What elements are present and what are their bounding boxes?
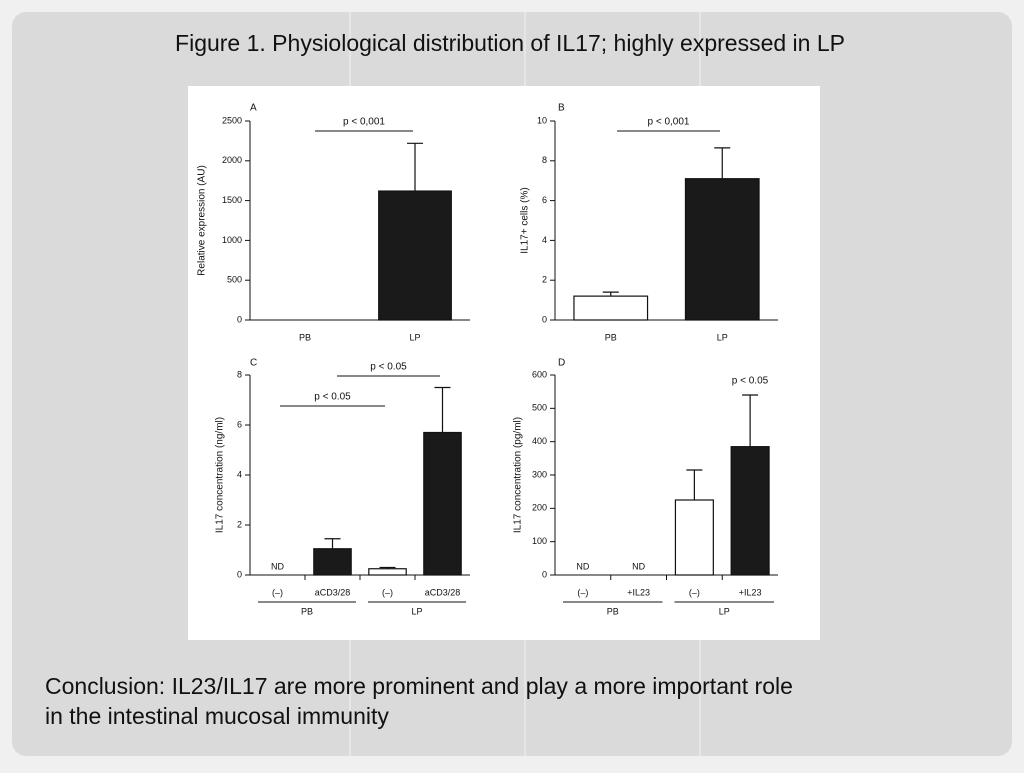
annotation: p < 0.05 — [370, 362, 407, 373]
x-tick-label: aCD3/28 — [425, 587, 461, 597]
panel-letter: B — [558, 103, 565, 114]
y-tick-label: 2 — [237, 519, 242, 529]
y-tick-label: 1500 — [222, 195, 242, 205]
bar — [313, 548, 352, 576]
error-bar — [742, 394, 759, 447]
group-label: LP — [719, 606, 730, 616]
bar — [368, 568, 407, 576]
y-tick-label: 8 — [237, 369, 242, 379]
y-tick-label: 0 — [542, 569, 547, 579]
y-tick-label: 200 — [532, 503, 547, 513]
group-label: PB — [301, 606, 313, 616]
y-tick-label: 4 — [237, 469, 242, 479]
group-label: LP — [411, 606, 422, 616]
y-tick-label: 4 — [542, 235, 547, 245]
error-bar — [434, 386, 451, 433]
x-tick-label: LP — [409, 332, 420, 342]
y-axis-label: IL17 concentration (ng/ml) — [215, 417, 226, 533]
x-tick-label: aCD3/28 — [315, 587, 351, 597]
bar — [730, 446, 770, 576]
x-tick-label: +IL23 — [627, 587, 650, 597]
y-tick-label: 0 — [237, 314, 242, 324]
group-label: PB — [607, 606, 619, 616]
y-tick-label: 500 — [227, 275, 242, 285]
conclusion: Conclusion: IL23/IL17 are more prominent… — [45, 673, 793, 699]
y-tick-label: 0 — [542, 314, 547, 324]
y-tick-label: 1000 — [222, 235, 242, 245]
annotation: p < 0.05 — [314, 392, 351, 403]
error-bar — [379, 566, 396, 569]
slide-title: Figure 1. Physiological distribution of … — [175, 30, 845, 56]
annotation: p < 0,001 — [648, 117, 690, 128]
y-tick-label: 0 — [237, 569, 242, 579]
x-tick-label: LP — [717, 332, 728, 342]
y-tick-label: 600 — [532, 369, 547, 379]
value-label: ND — [271, 561, 284, 571]
x-tick-label: PB — [605, 332, 617, 342]
y-axis-label: IL17 concentration (pg/ml) — [513, 417, 524, 533]
bar — [573, 295, 649, 321]
y-tick-label: 300 — [532, 469, 547, 479]
figure — [188, 86, 820, 640]
conclusion: in the intestinal mucosal immunity — [45, 703, 389, 729]
y-tick-label: 6 — [542, 195, 547, 205]
x-tick-label: (–) — [382, 587, 393, 597]
panel-letter: C — [250, 358, 257, 369]
panel-letter: D — [558, 358, 565, 369]
y-axis-label: Relative expression (AU) — [197, 165, 208, 276]
annotation: p < 0,001 — [343, 117, 385, 128]
bar — [378, 190, 452, 321]
error-bar — [714, 147, 731, 179]
error-bar — [407, 142, 423, 192]
y-tick-label: 2000 — [222, 155, 242, 165]
bar — [684, 178, 760, 321]
y-tick-label: 10 — [537, 115, 547, 125]
y-tick-label: 8 — [542, 155, 547, 165]
error-bar — [324, 538, 341, 549]
y-tick-label: 2 — [542, 275, 547, 285]
y-tick-label: 100 — [532, 536, 547, 546]
y-tick-label: 400 — [532, 436, 547, 446]
y-axis-label: IL17+ cells (%) — [520, 187, 531, 253]
error-bar — [602, 291, 619, 297]
bar — [423, 431, 462, 576]
x-tick-label: PB — [299, 332, 311, 342]
panel-letter: A — [250, 103, 257, 114]
x-tick-label: (–) — [689, 587, 700, 597]
value-label: ND — [632, 561, 645, 571]
error-bar — [686, 469, 703, 500]
x-tick-label: +IL23 — [739, 587, 762, 597]
x-tick-label: (–) — [577, 587, 588, 597]
bar — [674, 499, 714, 576]
annotation: p < 0.05 — [732, 376, 769, 387]
y-tick-label: 500 — [532, 403, 547, 413]
y-tick-label: 6 — [237, 419, 242, 429]
value-label: ND — [576, 561, 589, 571]
y-tick-label: 2500 — [222, 115, 242, 125]
x-tick-label: (–) — [272, 587, 283, 597]
